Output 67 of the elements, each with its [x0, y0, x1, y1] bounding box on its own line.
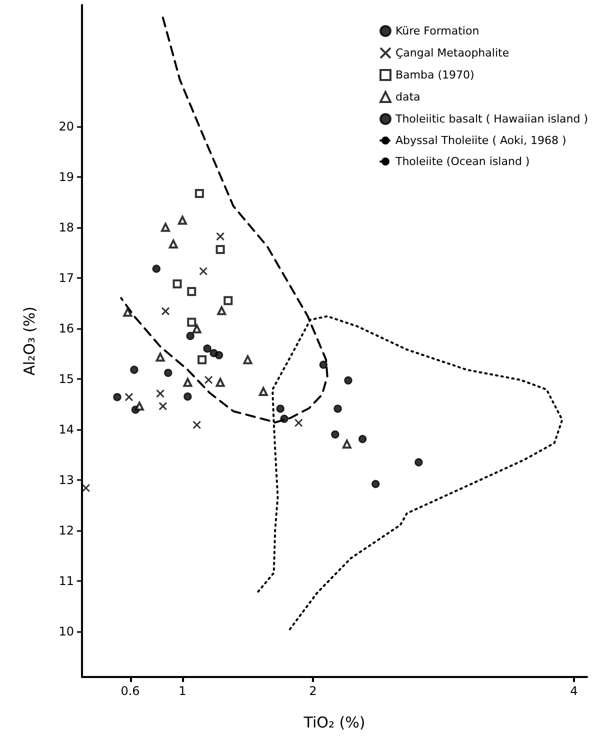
- point: [187, 286, 196, 296]
- point: [358, 434, 367, 444]
- point: [158, 402, 168, 410]
- point: [168, 239, 178, 248]
- point: [186, 332, 194, 340]
- point: [331, 430, 340, 439]
- point: [183, 378, 192, 387]
- y-tick-label: 19: [58, 170, 74, 184]
- point: [224, 296, 233, 306]
- legend-label: Bamba (1970): [395, 68, 474, 82]
- point: [216, 245, 225, 254]
- y-tick-label: 18: [58, 220, 74, 234]
- y-tick-label: 17: [58, 270, 74, 285]
- legend-label: Tholeiitic basalt ( Hawaiian island ): [394, 112, 588, 126]
- point: [156, 389, 165, 398]
- point: [294, 418, 303, 428]
- point: [134, 402, 144, 411]
- point: [184, 392, 192, 401]
- point: [414, 458, 423, 466]
- point: [216, 378, 225, 387]
- point: [319, 360, 328, 369]
- point: [123, 308, 132, 317]
- point: [124, 392, 134, 402]
- y-tick-label: 12: [58, 523, 74, 538]
- y-tick-label: 11: [58, 574, 74, 588]
- point: [334, 404, 342, 413]
- point: [214, 351, 224, 360]
- legend-label: Küre Formation: [395, 24, 480, 38]
- point: [172, 279, 182, 288]
- y-tick-label: 20: [58, 119, 74, 134]
- point: [204, 376, 213, 384]
- point: [372, 480, 380, 488]
- point: [198, 355, 207, 364]
- legend-label: Tholeiite (Ocean island ): [394, 155, 530, 168]
- x-axis-title: TiO₂ (%): [302, 714, 366, 732]
- point: [164, 368, 172, 377]
- point: [243, 355, 252, 364]
- point: [199, 267, 208, 276]
- point: [192, 420, 202, 430]
- legend-label: Çangal Metaophalite: [395, 46, 510, 60]
- point: [280, 414, 288, 423]
- legend-label: data: [395, 90, 420, 104]
- y-tick-label: 10: [58, 624, 74, 639]
- y-tick-label: 16: [58, 321, 74, 336]
- x-tick-label: 0.6: [120, 684, 140, 698]
- x-tick-label: 4: [570, 684, 578, 698]
- point: [192, 324, 202, 334]
- x-tick-label: 2: [309, 684, 317, 698]
- point: [130, 366, 138, 374]
- point: [178, 216, 187, 225]
- point: [113, 392, 122, 402]
- x-tick-label: 1: [178, 684, 186, 698]
- point: [152, 264, 160, 273]
- point: [217, 306, 226, 316]
- y-tick-label: 14: [58, 422, 74, 436]
- y-axis-title: Al₂O₃ (%): [20, 306, 38, 376]
- point: [187, 318, 196, 327]
- point: [344, 376, 352, 385]
- y-tick-label: 13: [58, 472, 74, 487]
- point: [203, 344, 212, 353]
- legend-label: Abyssal Tholeiite ( Aoki, 1968 ): [395, 134, 566, 147]
- point: [194, 188, 204, 198]
- point: [216, 232, 225, 241]
- y-tick-label: 15: [58, 372, 74, 386]
- point: [161, 222, 170, 232]
- point: [161, 306, 170, 316]
- point: [276, 404, 284, 413]
